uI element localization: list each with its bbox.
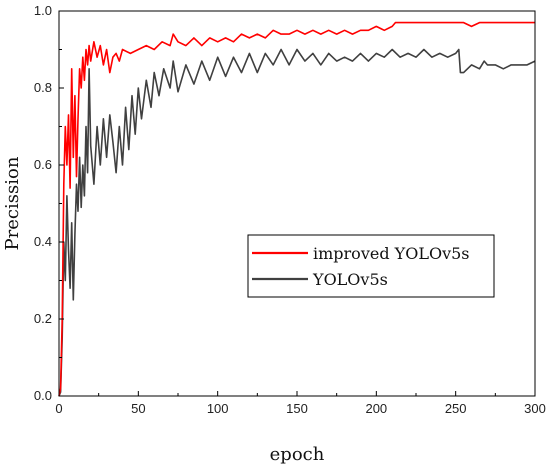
plot-area	[58, 21, 536, 397]
y-tick-label: 0.2	[34, 311, 52, 326]
legend-label-improved-yolov5s: improved YOLOv5s	[313, 244, 470, 263]
x-tick-label: 250	[445, 401, 467, 416]
x-axis: 0 50 100 150 200 250 300	[55, 391, 546, 416]
x-axis-title: epoch	[270, 444, 325, 465]
y-tick-label: 0.0	[34, 388, 52, 403]
y-tick-label: 0.8	[34, 80, 52, 95]
legend-box	[247, 234, 495, 298]
y-tick-label: 0.6	[34, 157, 52, 172]
x-tick-label: 50	[131, 401, 145, 416]
legend-label-yolov5s: YOLOv5s	[312, 270, 388, 289]
series-line-0	[58, 21, 535, 397]
y-axis-title: Precission	[2, 156, 23, 250]
series-line-1	[58, 48, 536, 397]
x-tick-label: 200	[365, 401, 387, 416]
plot-frame	[58, 10, 536, 397]
x-tick-label: 150	[286, 401, 308, 416]
x-tick-label: 0	[55, 401, 62, 416]
y-axis: 0.0 0.2 0.4 0.6 0.8 1.0	[34, 3, 64, 403]
x-tick-label: 100	[207, 401, 229, 416]
y-tick-label: 1.0	[34, 3, 52, 18]
legend: improved YOLOv5s YOLOv5s	[247, 234, 495, 298]
y-tick-label: 0.4	[34, 234, 52, 249]
x-tick-label: 300	[524, 401, 546, 416]
